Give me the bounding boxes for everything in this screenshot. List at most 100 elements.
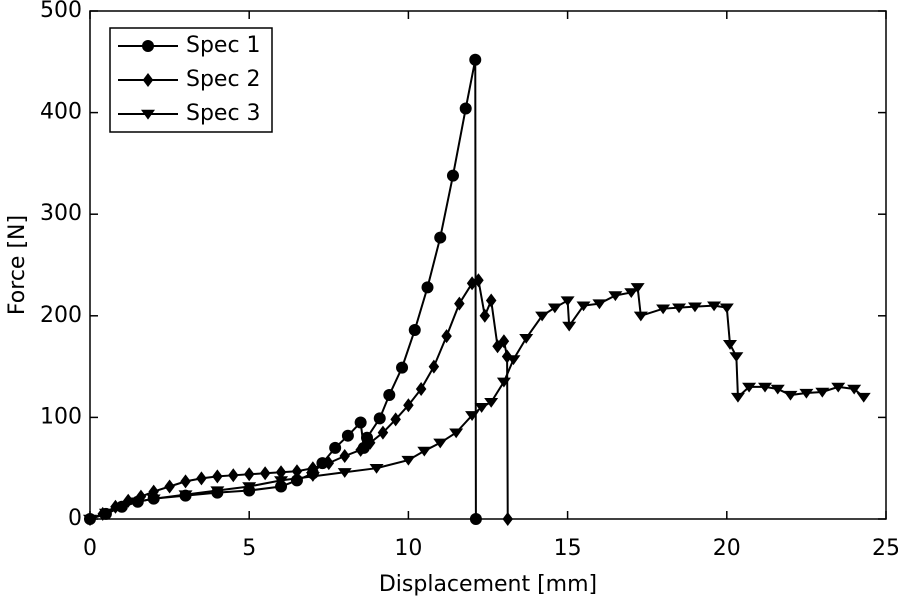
marker (274, 476, 289, 486)
marker (729, 352, 744, 363)
marker (180, 474, 191, 489)
marker (142, 73, 154, 87)
marker (415, 381, 427, 396)
x-tick-label: 10 (394, 536, 422, 561)
x-tick-label: 20 (713, 536, 741, 561)
marker (672, 303, 687, 314)
marker (484, 397, 499, 408)
marker (592, 299, 607, 310)
marker (243, 467, 255, 482)
marker (408, 324, 421, 337)
marker (449, 428, 464, 439)
marker (178, 490, 193, 501)
marker (446, 169, 459, 182)
x-axis-label: Displacement [mm] (379, 572, 597, 597)
legend-label: Spec 2 (186, 67, 261, 92)
marker (519, 333, 534, 344)
marker (275, 480, 288, 493)
marker (469, 513, 482, 525)
marker (373, 412, 386, 425)
marker (146, 494, 161, 505)
marker (465, 411, 480, 421)
x-tick-label: 15 (554, 536, 582, 561)
marker (633, 311, 648, 322)
marker (142, 40, 154, 52)
marker (228, 468, 239, 483)
marker (377, 425, 389, 440)
marker (401, 455, 416, 466)
marker (339, 449, 350, 464)
marker (783, 390, 798, 401)
marker (479, 308, 491, 323)
marker (114, 502, 129, 513)
marker (98, 508, 113, 519)
marker (164, 479, 175, 494)
marker (535, 311, 550, 322)
marker (364, 435, 376, 450)
marker (417, 446, 432, 457)
marker (630, 283, 645, 293)
marker (473, 273, 484, 288)
marker (329, 441, 342, 454)
marker (758, 382, 773, 393)
marker (396, 361, 409, 374)
marker (469, 53, 482, 66)
marker (730, 392, 745, 403)
x-tick-label: 5 (242, 536, 256, 561)
marker (337, 468, 352, 478)
marker (485, 293, 497, 308)
marker (474, 403, 489, 413)
marker (506, 355, 521, 366)
marker (722, 340, 737, 350)
marker (212, 469, 223, 484)
marker (307, 461, 319, 476)
y-tick-label: 100 (40, 404, 82, 429)
marker (441, 329, 452, 344)
marker (355, 442, 366, 457)
marker (624, 288, 639, 299)
marker (434, 231, 447, 244)
y-tick-label: 300 (40, 201, 82, 226)
marker (291, 464, 303, 479)
marker (501, 349, 513, 364)
plot-frame (89, 10, 887, 520)
marker (496, 377, 511, 388)
marker (687, 302, 702, 313)
y-axis-label: Force [N] (5, 215, 30, 315)
marker (421, 281, 434, 294)
marker (498, 334, 510, 349)
y-tick-label: 400 (40, 100, 82, 125)
marker (210, 486, 225, 497)
marker (856, 392, 871, 403)
marker (323, 456, 335, 471)
marker (656, 304, 671, 315)
marker (383, 389, 396, 402)
marker (831, 382, 846, 393)
x-tick-label: 0 (83, 536, 97, 561)
marker (707, 301, 722, 312)
marker (608, 291, 623, 302)
marker (719, 303, 734, 314)
marker (433, 438, 448, 449)
legend-label: Spec 3 (186, 101, 261, 126)
y-tick-label: 0 (68, 506, 82, 531)
marker (196, 471, 207, 486)
y-tick-label: 500 (40, 0, 82, 23)
legend-label: Spec 1 (186, 33, 261, 58)
marker (275, 465, 287, 480)
x-tick-label: 25 (872, 536, 898, 561)
marker (130, 497, 145, 508)
marker (83, 514, 97, 525)
marker (369, 464, 384, 474)
marker (259, 466, 271, 481)
marker (341, 429, 354, 442)
marker (459, 102, 472, 115)
marker (560, 296, 575, 307)
marker (242, 482, 257, 493)
marker (428, 359, 440, 374)
marker (742, 382, 757, 393)
marker (502, 512, 513, 526)
marker (562, 321, 577, 332)
